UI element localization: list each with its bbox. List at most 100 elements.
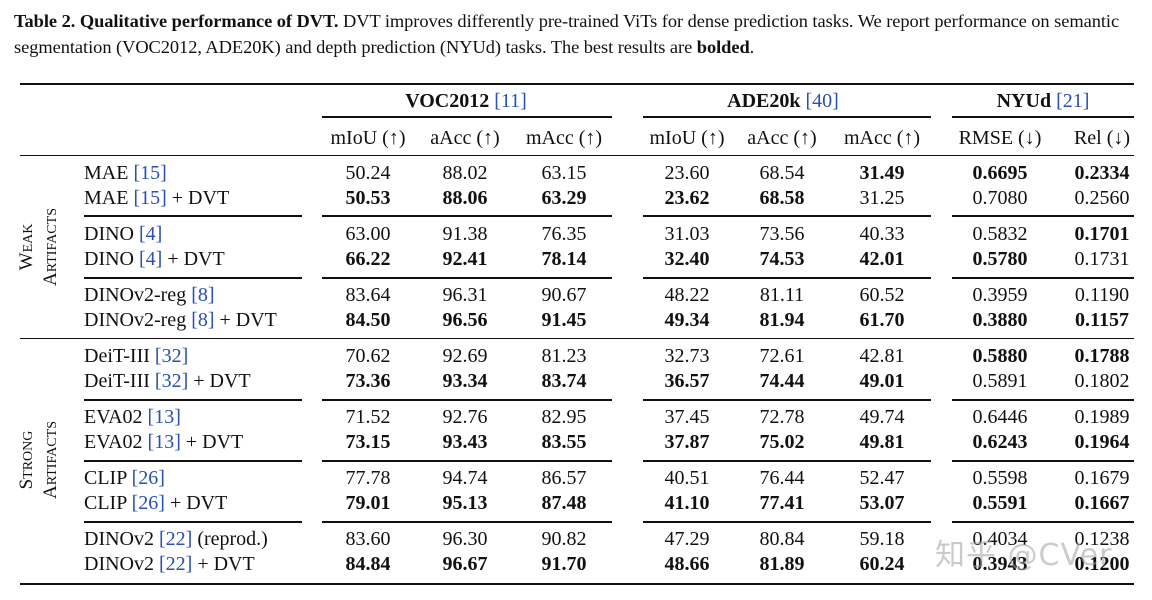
metric-value: 83.74 <box>541 370 587 392</box>
metric-value: 59.18 <box>859 528 905 550</box>
metric-value: 0.2334 <box>1074 162 1130 184</box>
metric-value: 0.1679 <box>1074 467 1130 489</box>
metric-value: 48.66 <box>664 553 710 575</box>
metric-value: 81.89 <box>759 553 805 575</box>
model-citation: [8] <box>191 309 215 331</box>
metric-value: 42.81 <box>859 345 905 367</box>
metric-value: 76.35 <box>541 223 587 245</box>
metric-value: 96.31 <box>442 284 488 306</box>
group-citation: [40] <box>805 90 839 112</box>
model-label: EVA02 <box>84 406 148 428</box>
metric-value: 0.1157 <box>1075 309 1129 331</box>
metric-header: aAcc (↑) <box>747 127 817 149</box>
metric-value: 81.94 <box>759 309 805 331</box>
model-citation: [13] <box>147 431 181 453</box>
model-label: EVA02 <box>84 431 148 453</box>
section-label-text: STRONG ARTIFACTS <box>16 421 64 499</box>
model-name: MAE [15] <box>84 161 167 185</box>
model-name: DINOv2 [22] (reprod.) <box>84 527 268 551</box>
group-underline <box>952 399 1134 401</box>
model-label: DINO <box>84 248 139 270</box>
metric-value: 61.70 <box>859 309 905 331</box>
group-underline <box>322 215 612 217</box>
metric-value: 96.30 <box>442 528 488 550</box>
metric-value: 0.2560 <box>1074 187 1130 209</box>
metric-value: 0.6446 <box>972 406 1028 428</box>
metric-value: 50.24 <box>345 162 391 184</box>
group-underline <box>952 277 1134 279</box>
metric-value: 78.14 <box>541 248 587 270</box>
metric-value: 96.56 <box>442 309 488 331</box>
section-label-line: ARTIFACTS <box>40 208 64 286</box>
metric-value: 0.1667 <box>1074 492 1130 514</box>
group-underline <box>322 116 612 118</box>
section-label-initial: S <box>16 478 37 490</box>
group-underline <box>643 277 931 279</box>
caption-bold-word: bolded <box>696 37 750 57</box>
metric-value: 94.74 <box>442 467 488 489</box>
group-underline <box>84 277 302 279</box>
model-citation: [8] <box>191 284 215 306</box>
metric-value: 96.67 <box>442 553 488 575</box>
metric-value: 48.22 <box>664 284 710 306</box>
metric-value: 31.49 <box>859 162 905 184</box>
metric-header: mIoU (↑) <box>649 127 725 149</box>
watermark: 知乎 @CVer <box>935 538 1113 573</box>
table-rule <box>20 83 1134 85</box>
metric-value: 66.22 <box>345 248 391 270</box>
model-name: MAE [15] + DVT <box>84 186 229 210</box>
metric-value: 70.62 <box>345 345 391 367</box>
metric-header: mAcc (↑) <box>843 127 921 149</box>
model-citation: [22] <box>159 528 193 550</box>
caption-label: Table 2. <box>14 11 76 31</box>
metric-value: 0.1989 <box>1074 406 1130 428</box>
metric-value: 32.40 <box>664 248 710 270</box>
metric-value: 91.70 <box>541 553 587 575</box>
section-label-rest: RTIFACTS <box>45 208 60 273</box>
metric-value: 90.82 <box>541 528 587 550</box>
metric-value: 68.58 <box>759 187 805 209</box>
group-underline <box>952 116 1134 118</box>
model-name: DINO [4] + DVT <box>84 247 225 271</box>
metric-value: 86.57 <box>541 467 587 489</box>
metric-value: 81.11 <box>759 284 805 306</box>
model-citation: [15] <box>133 162 167 184</box>
model-name: CLIP [26] + DVT <box>84 491 227 515</box>
model-suffix: + DVT <box>180 431 244 453</box>
metric-value: 49.74 <box>859 406 905 428</box>
metric-value: 92.76 <box>442 406 488 428</box>
metric-value: 83.60 <box>345 528 391 550</box>
model-label: CLIP <box>84 467 132 489</box>
metric-value: 80.84 <box>759 528 805 550</box>
group-underline <box>322 399 612 401</box>
metric-header: RMSE (↓) <box>958 127 1042 149</box>
group-underline <box>322 277 612 279</box>
section-label-rest: RTIFACTS <box>45 421 60 486</box>
metric-value: 92.69 <box>442 345 488 367</box>
metric-value: 0.1238 <box>1074 528 1130 550</box>
table-rule <box>20 338 1134 339</box>
group-underline <box>84 521 302 523</box>
model-label: DeiT-III <box>84 370 155 392</box>
metric-header: Rel (↓) <box>1073 127 1131 149</box>
metric-value: 84.84 <box>345 553 391 575</box>
metric-value: 74.53 <box>759 248 805 270</box>
metric-value: 0.1200 <box>1074 553 1130 575</box>
metric-value: 90.67 <box>541 284 587 306</box>
group-underline <box>643 399 931 401</box>
metric-value: 75.02 <box>759 431 805 453</box>
model-label: MAE <box>84 187 134 209</box>
metric-value: 91.38 <box>442 223 488 245</box>
metric-value: 0.5598 <box>972 467 1028 489</box>
metric-value: 92.41 <box>442 248 488 270</box>
model-name: DINOv2 [22] + DVT <box>84 552 255 576</box>
metric-value: 68.54 <box>759 162 805 184</box>
metric-value: 37.87 <box>664 431 710 453</box>
metric-value: 31.25 <box>859 187 905 209</box>
metric-value: 23.62 <box>664 187 710 209</box>
model-suffix: + DVT <box>162 248 225 270</box>
section-label-rest: TRONG <box>21 430 36 479</box>
metric-value: 82.95 <box>541 406 587 428</box>
table-rule <box>20 583 1134 585</box>
section-label-rest: EAK <box>21 223 36 253</box>
